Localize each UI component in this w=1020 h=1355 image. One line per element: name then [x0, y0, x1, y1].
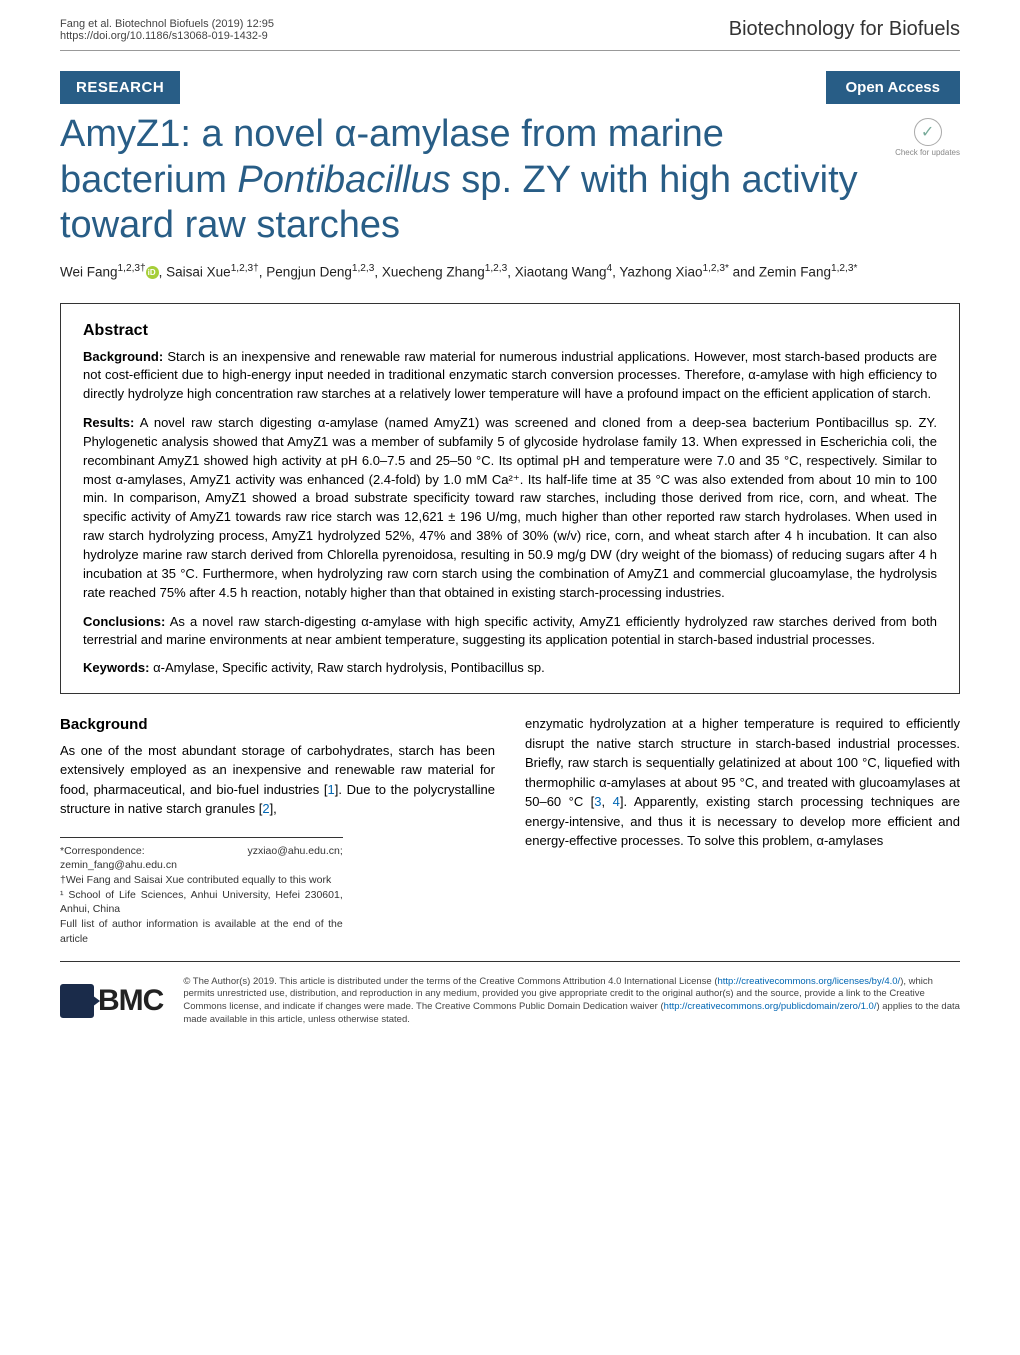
footnotes-block: *Correspondence: yzxiao@ahu.edu.cn; zemi…: [60, 837, 343, 947]
journal-name: Biotechnology for Biofuels: [729, 18, 960, 42]
correspondence-line: *Correspondence: yzxiao@ahu.edu.cn; zemi…: [60, 844, 343, 873]
doi-text: https://doi.org/10.1186/s13068-019-1432-…: [60, 30, 274, 42]
check-updates-label: Check for updates: [895, 148, 960, 157]
abstract-conclusions-text: As a novel raw starch-digesting α-amylas…: [83, 614, 937, 648]
bmc-logo: BMC: [60, 984, 163, 1018]
abstract-results-text: A novel raw starch digesting α-amylase (…: [83, 415, 937, 600]
check-updates-icon: ✓: [914, 118, 942, 146]
abstract-heading: Abstract: [83, 322, 937, 340]
background-heading: Background: [60, 714, 495, 737]
footer-bar: BMC © The Author(s) 2019. This article i…: [60, 961, 960, 1047]
abstract-background-label: Background:: [83, 349, 163, 364]
header-divider: [60, 50, 960, 51]
abstract-background: Background: Starch is an inexpensive and…: [83, 348, 937, 405]
keywords-label: Keywords:: [83, 660, 149, 675]
citation-block: Fang et al. Biotechnol Biofuels (2019) 1…: [60, 18, 274, 42]
license-text: © The Author(s) 2019. This article is di…: [183, 976, 960, 1027]
abstract-box: Abstract Background: Starch is an inexpe…: [60, 303, 960, 695]
abstract-conclusions-label: Conclusions:: [83, 614, 165, 629]
section-bar: RESEARCH Open Access: [60, 71, 960, 104]
abstract-keywords: Keywords: α-Amylase, Specific activity, …: [83, 660, 937, 675]
abstract-conclusions: Conclusions: As a novel raw starch-diges…: [83, 613, 937, 651]
left-column: Background As one of the most abundant s…: [60, 714, 495, 946]
orcid-icon: [146, 266, 159, 279]
open-access-badge: Open Access: [826, 71, 961, 104]
abstract-background-text: Starch is an inexpensive and renewable r…: [83, 349, 937, 402]
body-columns: Background As one of the most abundant s…: [0, 714, 1020, 946]
equal-contrib-line: †Wei Fang and Saisai Xue contributed equ…: [60, 873, 343, 888]
keywords-text: α-Amylase, Specific activity, Raw starch…: [153, 660, 545, 675]
abstract-results-label: Results:: [83, 415, 134, 430]
running-header: Fang et al. Biotechnol Biofuels (2019) 1…: [0, 0, 1020, 50]
abstract-results: Results: A novel raw starch digesting α-…: [83, 414, 937, 602]
affiliation-line: ¹ School of Life Sciences, Anhui Univers…: [60, 888, 343, 917]
background-paragraph-right: enzymatic hydrolyzation at a higher temp…: [525, 714, 960, 851]
bmc-logo-text: BMC: [98, 984, 163, 1018]
research-badge: RESEARCH: [60, 71, 180, 104]
author-list: Wei Fang1,2,3†, Saisai Xue1,2,3†, Pengju…: [0, 261, 1020, 297]
full-list-line: Full list of author information is avail…: [60, 917, 343, 946]
citation-text: Fang et al. Biotechnol Biofuels (2019) 1…: [60, 18, 274, 30]
background-paragraph-left: As one of the most abundant storage of c…: [60, 741, 495, 819]
right-column: enzymatic hydrolyzation at a higher temp…: [525, 714, 960, 946]
bmc-logo-icon: [60, 984, 94, 1018]
check-updates-badge[interactable]: ✓ Check for updates: [895, 118, 960, 157]
article-title: AmyZ1: a novel α-amylase from marine bac…: [60, 112, 960, 249]
